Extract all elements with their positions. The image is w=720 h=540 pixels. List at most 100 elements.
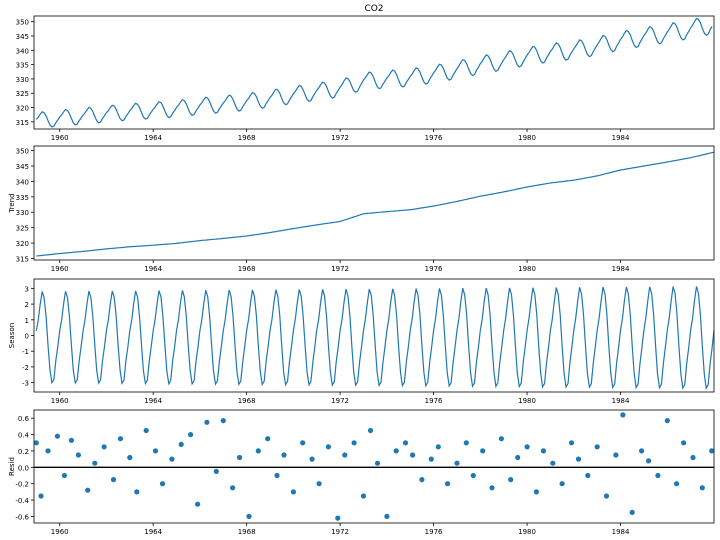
x-tick-label: 1984 [612,265,630,273]
x-tick-label: 1984 [612,528,630,536]
resid-point [585,472,591,479]
y-tick-label: 335 [16,194,29,202]
resid-point [38,493,44,499]
resid-point [674,481,680,487]
resid-point [629,509,635,515]
x-tick-label: 1968 [238,134,256,142]
y-tick-label: -1 [22,348,29,356]
resid-point [655,472,661,479]
resid-point [690,454,696,461]
y-tick-label: 345 [16,33,29,41]
resid-point [101,444,107,450]
resid-point [127,454,133,461]
y-tick-label: 0.0 [18,464,29,472]
resid-point [613,452,619,458]
panel-season: -3 -2 -1 0 1 2 3 1960 1964 1968 1972 1976 1980 1984 Se… [8,278,715,405]
season-line [35,286,714,391]
y-axis-label: Season [8,323,16,348]
resid-point [75,452,81,458]
resid-point [290,489,296,495]
resid-point [188,432,194,438]
y-tick-label: 325 [16,225,29,233]
plot-area [35,286,714,391]
plot-area [35,17,713,128]
resid-point [540,448,547,454]
resid-point [255,448,261,454]
resid-point [117,436,124,442]
resid-point [316,481,322,487]
resid-point [61,472,67,479]
y-tick-label: -0.4 [15,497,29,505]
resid-point [480,448,486,454]
x-tick-label: 1972 [331,134,349,142]
resid-point [550,460,556,466]
x-tick-label: 1964 [144,397,162,405]
y-tick-label: 330 [16,209,29,217]
resid-point [143,427,149,434]
x-tick-label: 1968 [238,528,256,536]
resid-point [374,460,381,466]
co2-line [35,17,713,128]
resid-point [265,436,271,442]
resid-point [445,481,451,487]
resid-point [178,441,184,447]
resid-point [54,433,61,439]
panel-resid: -0.6 -0.4 -0.2 0.0 0.2 0.4 0.6 1960 1964 1968 1972… [8,409,715,536]
x-tick-label: 1964 [144,528,162,536]
y-tick-label: 350 [16,148,29,156]
resid-point [681,440,687,446]
y-tick-label: 315 [16,119,29,127]
resid-point [300,440,306,446]
x-tick-label: 1976 [425,265,443,273]
axes-frame [33,15,715,130]
resid-point [463,440,469,446]
resid-point [508,477,514,483]
y-tick-label: 340 [16,47,29,55]
y-tick-label: -2 [22,364,29,372]
y-tick-label: 1 [25,317,29,325]
plot-area [34,412,714,521]
resid-point [489,485,495,491]
resid-point [524,444,530,450]
y-tick-label: 330 [16,76,29,84]
x-tick-label: 1968 [238,397,256,405]
y-tick-label: 320 [16,240,29,248]
resid-point [246,513,252,520]
resid-point [709,448,714,454]
resid-point [68,437,74,443]
resid-point [335,515,341,521]
resid-point [169,456,175,462]
resid-point [274,472,280,479]
resid-point [85,487,91,493]
resid-point [575,456,582,462]
x-tick-label: 1960 [51,397,69,405]
y-tick-label: 350 [16,19,29,27]
resid-point [454,460,460,466]
resid-point [159,481,166,487]
x-tick-label: 1960 [51,528,69,536]
x-tick-label: 1968 [238,265,256,273]
x-tick-label: 1972 [331,528,349,536]
y-tick-label: 0.2 [18,448,29,456]
resid-point [309,456,315,462]
resid-point [152,448,159,454]
resid-point [220,418,226,424]
x-tick-label: 1980 [518,134,536,142]
y-tick-label: 2 [25,301,29,309]
x-tick-label: 1980 [518,528,536,536]
resid-point [664,418,670,424]
panel-trend: 315 320 325 330 335 340 345 350 1960 1964 1968 1972… [8,145,715,273]
y-tick-label: 3 [25,285,29,293]
panel-observed: 315 320 325 330 335 340 345 350 1960 1964 1968 1972… [16,15,715,142]
resid-point [351,440,357,446]
trend-line [36,151,714,257]
resid-point [45,448,51,454]
y-tick-label: -3 [22,380,29,388]
x-tick-label: 1976 [425,397,443,405]
x-tick-label: 1964 [144,134,162,142]
axes-frame [33,409,715,524]
resid-point [237,454,243,461]
resid-point [515,454,521,461]
y-tick-label: 0.4 [18,432,30,440]
